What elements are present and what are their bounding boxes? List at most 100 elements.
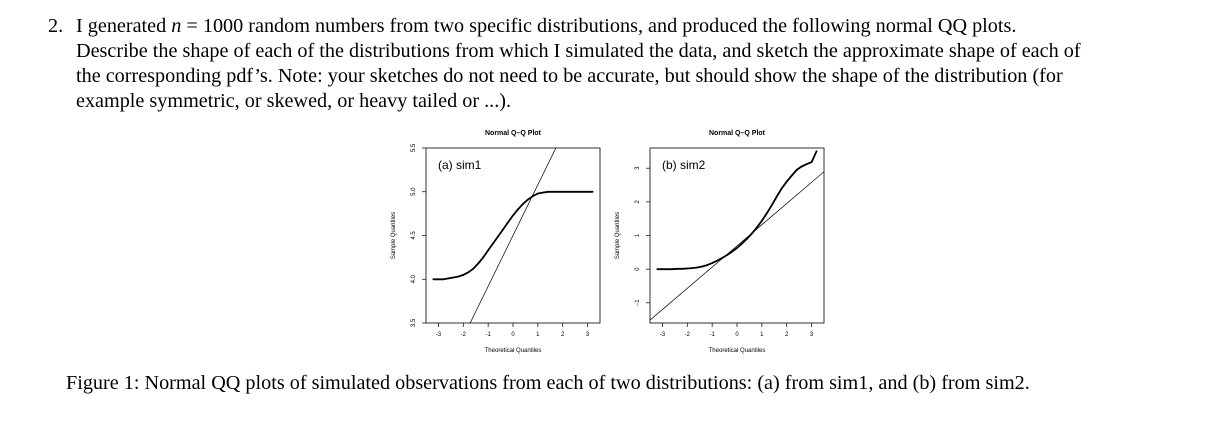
chart-1-x-tick-label: -1 — [485, 332, 491, 338]
chart-1-x-tick-label: -3 — [436, 332, 442, 338]
chart-1-data-point — [566, 190, 569, 193]
problem-body: I generated n = 1000 random numbers from… — [76, 14, 1196, 114]
figure-caption: Figure 1: Normal QQ plots of simulated o… — [66, 372, 1030, 394]
chart-2-data-point — [755, 226, 758, 229]
chart-1-data-point — [452, 276, 455, 279]
chart-1-x-tick-label: 2 — [561, 332, 565, 338]
chart-1-y-tick-label: 4.5 — [411, 231, 417, 240]
chart-2-y-tick-label: 0 — [635, 267, 641, 271]
chart-1-data-point — [512, 214, 514, 217]
chart-2-y-axis-label: Sample Quantiles — [615, 212, 621, 259]
chart-1-y-tick-label: 5.5 — [411, 143, 417, 152]
chart-1-data-point — [581, 190, 584, 193]
chart-2-data-point — [741, 242, 743, 245]
chart-2-data-point — [731, 250, 733, 253]
chart-1-data-point — [561, 190, 564, 193]
chart-2-data-point — [770, 204, 773, 207]
chart-1-data-point — [541, 191, 544, 194]
problem-line-1: I generated n = 1000 random numbers from… — [76, 14, 1196, 39]
chart-2-data-point — [751, 232, 753, 235]
chart-1-x-axis-label: Theoretical Quantiles — [485, 348, 542, 354]
chart-2-data-point — [721, 257, 723, 259]
chart-2-data-point — [666, 268, 669, 271]
chart-1-data-point — [482, 256, 485, 259]
chart-1-data-point — [492, 242, 495, 245]
chart-1-x-tick-label: 3 — [586, 332, 590, 338]
chart-2-data-point — [780, 187, 783, 190]
chart-1-qq-reference-line — [469, 148, 557, 323]
chart-2-data-point — [765, 212, 768, 215]
chart-1-x-tick-label: 0 — [511, 332, 515, 338]
chart-1-data-point — [556, 190, 559, 193]
chart-2-x-tick-label: 1 — [760, 332, 764, 338]
chart-1-y-axis-label: Sample Quantiles — [391, 212, 397, 259]
chart-1-data-point — [551, 190, 554, 193]
chart-2-panel-label: (b) sim2 — [662, 158, 706, 172]
chart-1-data-point — [571, 190, 574, 193]
chart-2-data-point — [785, 180, 788, 183]
chart-1-data-point — [472, 267, 475, 270]
qq-plot-sim2: Normal Q–Q Plot -3 -2 -1 0 1 2 3 −1 0 1 2 3 Theoretic… — [615, 130, 825, 354]
chart-2-y-tick-label: 1 — [635, 233, 641, 237]
chart-1-panel-label: (a) sim1 — [438, 158, 482, 172]
chart-1-data-point — [536, 192, 539, 195]
chart-2-data-point — [676, 267, 679, 270]
chart-2-data-point — [810, 161, 813, 164]
problem-line-1-b: = 1000 random numbers from two specific … — [181, 15, 1017, 37]
problem-number: 2. — [48, 15, 64, 37]
problem-line-2: Describe the shape of each of the distri… — [76, 40, 1081, 62]
chart-2-x-tick-label: 2 — [785, 332, 789, 338]
chart-2-x-tick-label: -2 — [685, 332, 691, 338]
chart-1-data-point — [487, 249, 490, 252]
chart-2-qq-reference-line — [650, 171, 824, 321]
problem-line-1-a: I generated — [76, 15, 172, 37]
chart-2-y-tick-label: 2 — [635, 200, 641, 204]
chart-2-x-tick-label: -1 — [709, 332, 715, 338]
chart-1-data-point — [497, 235, 499, 238]
chart-2-data-point — [760, 219, 763, 222]
chart-1-data-point — [522, 203, 524, 205]
chart-1-y-tick-label: 5.0 — [411, 187, 417, 196]
qq-plot-sim1: Normal Q–Q Plot -3 -2 -1 0 1 2 3 3.5 4.0 4.5 5.0 5.5… — [391, 130, 601, 354]
chart-2-y-tick-label: −1 — [635, 299, 641, 307]
chart-2-data-point — [775, 195, 778, 198]
chart-1-data-point — [507, 221, 509, 224]
chart-2-data-point — [790, 174, 793, 177]
chart-1-title: Normal Q–Q Plot — [485, 130, 542, 137]
chart-1-data-point — [467, 271, 470, 274]
chart-1-x-tick-label: 1 — [536, 332, 540, 338]
chart-1-data-point — [527, 198, 529, 201]
chart-2-x-tick-label: -3 — [660, 332, 666, 338]
chart-1-data-point — [477, 262, 480, 265]
chart-2-data-point — [711, 262, 714, 264]
chart-1-data-point — [517, 208, 519, 211]
chart-2-data-point — [686, 267, 689, 270]
problem-line-4: example symmetric, or skewed, or heavy t… — [76, 90, 512, 112]
chart-1-data-point — [586, 190, 589, 193]
chart-1-y-tick-label: 4.0 — [411, 274, 417, 283]
chart-1-data-point — [437, 278, 440, 281]
chart-1-data-point — [442, 278, 445, 281]
chart-2-data-point — [661, 268, 664, 271]
chart-2-data-point — [746, 237, 748, 240]
chart-1-data-point — [502, 228, 504, 231]
chart-2-data-point — [726, 254, 728, 256]
chart-1-data-point — [432, 278, 435, 281]
chart-2-data-point — [691, 267, 694, 270]
chart-1-data-point — [447, 277, 450, 280]
chart-2-data-point — [671, 268, 674, 271]
chart-2-plot-frame — [649, 147, 825, 324]
chart-1-data-point — [591, 190, 594, 193]
chart-2-data-point — [800, 165, 803, 168]
chart-2-data-point — [795, 168, 798, 171]
chart-1-data-point — [457, 275, 460, 278]
chart-2-data-point — [696, 266, 699, 269]
chart-2-x-tick-label: 0 — [735, 332, 739, 338]
chart-1-y-tick-label: 3.5 — [411, 318, 417, 327]
chart-1-data-point — [531, 195, 534, 198]
chart-2-data-point — [701, 265, 704, 268]
chart-2-data-point — [736, 247, 738, 249]
chart-2-data-point — [681, 267, 684, 270]
chart-1-data-point — [576, 190, 579, 193]
variable-n: n — [171, 15, 182, 37]
